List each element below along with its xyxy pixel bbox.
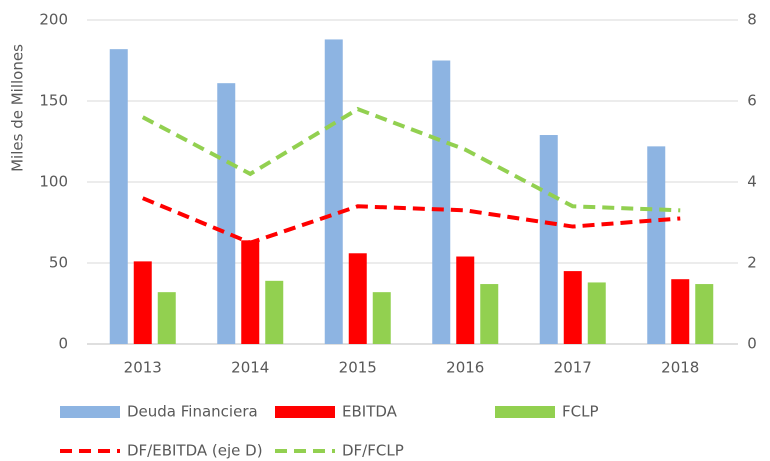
y2-tick-label: 4 bbox=[747, 173, 757, 191]
bar bbox=[432, 60, 451, 344]
legend-swatch bbox=[275, 406, 335, 418]
bar bbox=[563, 271, 582, 344]
y-tick-label: 100 bbox=[39, 173, 68, 191]
legend-label: Deuda Financiera bbox=[127, 403, 258, 421]
bar bbox=[671, 279, 690, 344]
y-tick-label: 150 bbox=[39, 92, 68, 110]
bar bbox=[372, 292, 391, 344]
x-tick-label: 2013 bbox=[124, 359, 162, 377]
x-tick-label: 2017 bbox=[554, 359, 592, 377]
y-tick-label: 200 bbox=[39, 11, 68, 29]
bar bbox=[217, 83, 236, 345]
y2-tick-label: 0 bbox=[747, 335, 757, 353]
bar bbox=[587, 282, 606, 344]
y-tick-label: 0 bbox=[58, 335, 68, 353]
legend-swatch bbox=[60, 406, 120, 418]
bar bbox=[109, 49, 128, 344]
y2-tick-label: 8 bbox=[747, 11, 757, 29]
x-tick-label: 2018 bbox=[661, 359, 699, 377]
y-axis-label: Miles de Millones bbox=[9, 44, 27, 172]
bar bbox=[695, 284, 714, 344]
legend-swatch bbox=[495, 406, 555, 418]
y2-tick-label: 2 bbox=[747, 254, 757, 272]
legend-label: DF/FCLP bbox=[342, 442, 404, 460]
bar bbox=[324, 39, 343, 344]
line bbox=[141, 106, 681, 213]
x-tick-label: 2015 bbox=[339, 359, 377, 377]
bar bbox=[647, 146, 666, 344]
bar bbox=[456, 256, 475, 344]
legend-label: EBITDA bbox=[342, 403, 398, 421]
bar bbox=[348, 253, 367, 344]
legend-label: DF/EBITDA (eje D) bbox=[127, 442, 263, 460]
y-tick-label: 50 bbox=[49, 254, 68, 272]
bar bbox=[133, 261, 152, 344]
line bbox=[141, 196, 681, 245]
bar bbox=[157, 292, 176, 344]
x-tick-label: 2014 bbox=[231, 359, 269, 377]
bar bbox=[539, 135, 558, 344]
bar bbox=[480, 284, 499, 344]
legend-label: FCLP bbox=[562, 403, 599, 421]
x-tick-label: 2016 bbox=[446, 359, 484, 377]
bar bbox=[265, 280, 284, 344]
bar bbox=[241, 240, 260, 344]
y2-tick-label: 6 bbox=[747, 92, 757, 110]
